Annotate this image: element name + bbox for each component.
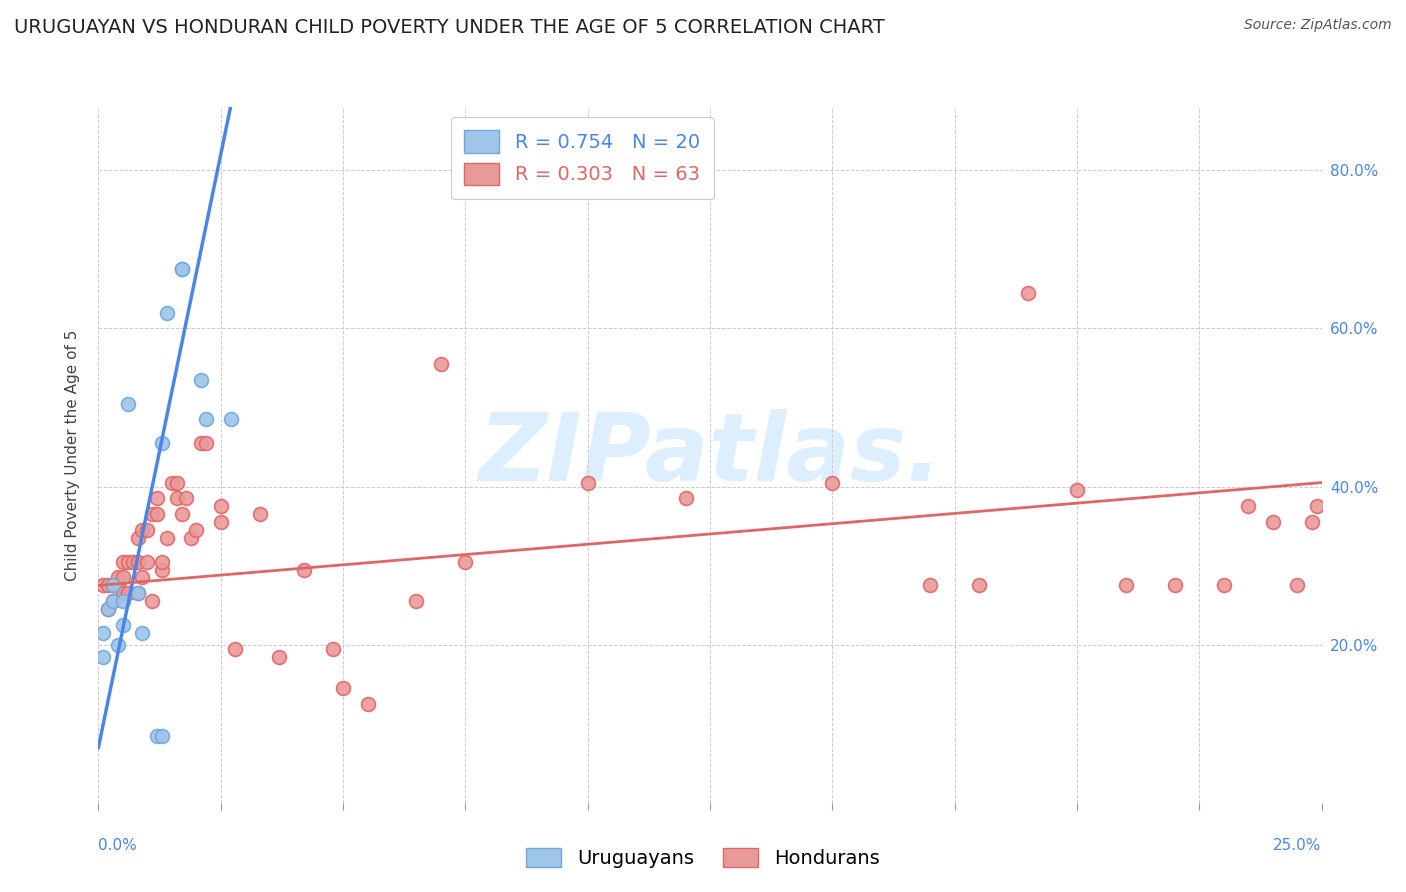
Point [322, 641, 344, 656]
Point [111, 570, 134, 584]
Point [107, 638, 129, 652]
Point [101, 578, 124, 592]
Point [967, 578, 990, 592]
Point [101, 594, 124, 608]
Point [176, 491, 198, 506]
Point [150, 436, 173, 450]
Point [150, 555, 173, 569]
Point [1115, 578, 1137, 592]
Point [146, 491, 169, 506]
Point [1261, 515, 1284, 529]
Point [160, 475, 183, 490]
Point [332, 681, 354, 695]
Point [127, 555, 149, 569]
Point [821, 475, 844, 490]
Point [146, 507, 169, 521]
Point [97, 578, 120, 592]
Point [209, 500, 232, 514]
Point [97, 602, 120, 616]
Point [920, 578, 942, 592]
Point [91, 625, 114, 640]
Point [111, 555, 134, 569]
Point [170, 507, 193, 521]
Point [136, 555, 159, 569]
Point [91, 578, 114, 592]
Point [195, 412, 218, 426]
Point [224, 641, 246, 656]
Point [131, 570, 153, 584]
Point [127, 586, 149, 600]
Point [249, 507, 271, 521]
Point [127, 586, 149, 600]
Point [150, 563, 173, 577]
Y-axis label: Child Poverty Under the Age of 5: Child Poverty Under the Age of 5 [65, 329, 80, 581]
Text: Source: ZipAtlas.com: Source: ZipAtlas.com [1244, 18, 1392, 32]
Text: ZIPatlas.: ZIPatlas. [478, 409, 942, 501]
Point [1164, 578, 1187, 592]
Point [269, 649, 291, 664]
Text: 25.0%: 25.0% [1274, 838, 1322, 854]
Point [91, 649, 114, 664]
Point [180, 531, 202, 545]
Point [136, 523, 159, 537]
Point [675, 491, 697, 506]
Point [166, 475, 188, 490]
Point [190, 373, 212, 387]
Point [156, 531, 179, 545]
Point [405, 594, 427, 608]
Point [166, 491, 188, 506]
Point [121, 555, 143, 569]
Point [1017, 285, 1039, 300]
Point [576, 475, 599, 490]
Text: 0.0%: 0.0% [98, 838, 138, 854]
Legend: R = 0.754   N = 20, R = 0.303   N = 63: R = 0.754 N = 20, R = 0.303 N = 63 [451, 117, 714, 199]
Point [107, 578, 129, 592]
Point [131, 625, 153, 640]
Text: URUGUAYAN VS HONDURAN CHILD POVERTY UNDER THE AGE OF 5 CORRELATION CHART: URUGUAYAN VS HONDURAN CHILD POVERTY UNDE… [14, 18, 884, 37]
Point [1286, 578, 1309, 592]
Point [127, 531, 149, 545]
Point [141, 507, 163, 521]
Point [170, 262, 193, 277]
Point [186, 523, 208, 537]
Point [292, 563, 315, 577]
Point [1237, 500, 1260, 514]
Point [111, 594, 134, 608]
Point [111, 586, 134, 600]
Point [101, 594, 124, 608]
Point [146, 729, 169, 743]
Point [1212, 578, 1234, 592]
Point [131, 523, 153, 537]
Legend: Uruguayans, Hondurans: Uruguayans, Hondurans [517, 838, 889, 878]
Point [219, 412, 242, 426]
Point [150, 729, 173, 743]
Point [141, 594, 163, 608]
Point [454, 555, 477, 569]
Point [107, 570, 129, 584]
Point [117, 396, 139, 410]
Point [170, 262, 193, 277]
Point [209, 515, 232, 529]
Point [190, 436, 212, 450]
Point [430, 357, 453, 371]
Point [1301, 515, 1323, 529]
Point [111, 618, 134, 632]
Point [117, 555, 139, 569]
Point [117, 586, 139, 600]
Point [101, 578, 124, 592]
Point [97, 602, 120, 616]
Point [1306, 500, 1329, 514]
Point [195, 436, 218, 450]
Point [156, 305, 179, 319]
Point [356, 697, 378, 711]
Point [1066, 483, 1088, 498]
